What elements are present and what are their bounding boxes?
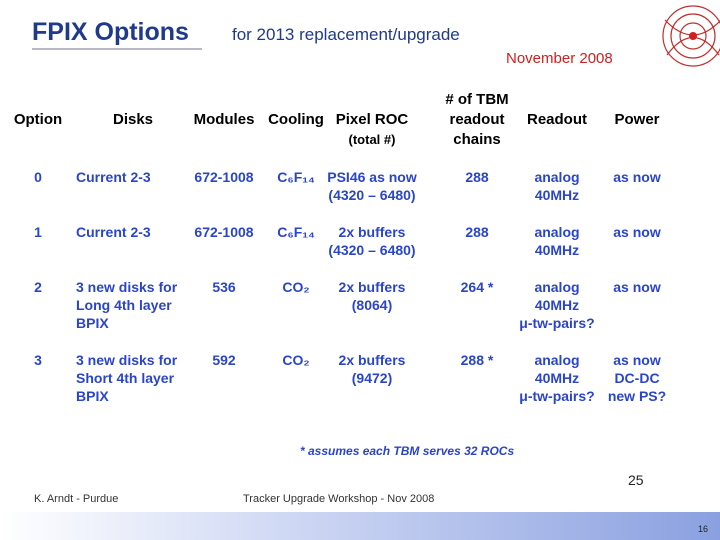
column-header: Readout [527, 111, 587, 128]
table-cell: (4320 – 6480) [328, 187, 416, 203]
table-cell: Long 4th layer [76, 297, 172, 313]
option-number: 2 [34, 279, 42, 295]
page-number: 25 [628, 472, 644, 488]
table-cell: as now [613, 169, 661, 185]
footnote: * assumes each TBM serves 32 ROCs [300, 444, 515, 458]
table-cell: 672-1008 [194, 169, 254, 185]
table-cell: 3 new disks for [76, 352, 178, 368]
table-cell: as now [613, 224, 661, 240]
table-cell: μ-tw-pairs? [519, 388, 595, 404]
table-cell: PSI46 as now [327, 169, 417, 185]
table-cell: CO₂ [282, 279, 310, 295]
table-cell: 40MHz [534, 187, 580, 203]
table-cell: 288 [465, 169, 489, 185]
column-header: chains [453, 131, 501, 148]
table-cell: CO₂ [282, 352, 310, 368]
column-header: Pixel ROC [335, 111, 409, 128]
table-cell: 672-1008 [194, 224, 254, 240]
column-header: Modules [193, 111, 255, 128]
footer-bar [0, 512, 720, 540]
table-cell: as now [613, 352, 661, 368]
table-cell: analog [534, 169, 580, 185]
subtitle: for 2013 replacement/upgrade [232, 25, 460, 44]
table-cell: C₆F₁₄ [277, 169, 315, 185]
column-header: Option [13, 111, 63, 128]
table-cell: Current 2-3 [76, 169, 151, 185]
column-header: readout [449, 111, 505, 128]
table-cell: 536 [212, 279, 236, 295]
table-cell: DC-DC [614, 370, 660, 386]
column-header: Power [614, 111, 660, 128]
table-cell: as now [613, 279, 661, 295]
table-cell: 40MHz [534, 297, 580, 313]
table-cell: μ-tw-pairs? [519, 315, 595, 331]
table-cell: 288 * [460, 352, 494, 368]
options-table: Option Disks Modules Cooling Pixel ROC (total… [13, 91, 667, 404]
table-cell: 264 * [460, 279, 494, 295]
table-cell: analog [534, 224, 580, 240]
option-number: 3 [34, 352, 42, 368]
title-rule [32, 48, 202, 50]
column-header: # of TBM [445, 91, 509, 108]
table-cell: 2x buffers [338, 279, 406, 295]
slide-number: 16 [698, 524, 709, 534]
table-cell: (8064) [351, 297, 393, 313]
table-cell: 40MHz [534, 370, 580, 386]
table-cell: 3 new disks for [76, 279, 178, 295]
table-cell: 2x buffers [338, 352, 406, 368]
footer-center: Tracker Upgrade Workshop - Nov 2008 [243, 493, 435, 505]
table-cell: Short 4th layer [76, 370, 175, 386]
table-cell: (4320 – 6480) [328, 242, 416, 258]
option-number: 1 [34, 224, 42, 240]
table-cell: new PS? [607, 388, 667, 404]
table-cell: analog [534, 352, 580, 368]
option-number: 0 [34, 169, 42, 185]
column-header: (total #) [348, 132, 396, 147]
column-header: Cooling [268, 111, 324, 128]
footer-left: K. Arndt - Purdue [34, 493, 119, 505]
table-cell: BPIX [76, 388, 109, 404]
logo [662, 5, 720, 67]
table-cell: (9472) [351, 370, 393, 386]
table-cell: Current 2-3 [76, 224, 151, 240]
table-cell: analog [534, 279, 580, 295]
date: November 2008 [506, 50, 613, 67]
table-cell: C₆F₁₄ [277, 224, 315, 240]
title: FPIX Options [32, 18, 189, 46]
table-cell: 288 [465, 224, 489, 240]
table-cell: 592 [212, 352, 236, 368]
column-header: Disks [112, 111, 154, 128]
table-cell: 40MHz [534, 242, 580, 258]
table-cell: 2x buffers [338, 224, 406, 240]
table-cell: BPIX [76, 315, 109, 331]
